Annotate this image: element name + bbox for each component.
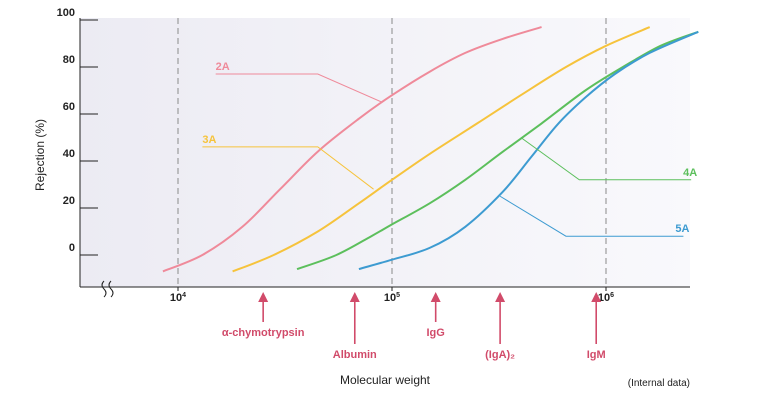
series-label-5a: 5A bbox=[675, 223, 689, 235]
plot-background bbox=[80, 18, 690, 287]
marker-4-label: IgM bbox=[587, 349, 606, 361]
series-line-3a bbox=[232, 26, 651, 273]
x-tick-label-2: 106 bbox=[598, 292, 614, 304]
data-source-note: (Internal data) bbox=[628, 378, 690, 389]
series-label-3a: 3A bbox=[202, 134, 216, 146]
y-tick-label-5: 0 bbox=[69, 242, 75, 254]
marker-2-arrow-icon bbox=[430, 292, 441, 302]
y-tick-label-2: 60 bbox=[63, 101, 75, 113]
x-tick-label-1: 105 bbox=[384, 292, 400, 304]
marker-1-label: Albumin bbox=[333, 349, 377, 361]
series-leader-5a bbox=[499, 195, 684, 237]
series-leader-4a bbox=[520, 137, 692, 181]
y-tick-label-3: 40 bbox=[63, 148, 75, 160]
series-line-2a bbox=[162, 26, 542, 273]
series-leader-3a bbox=[202, 146, 374, 190]
marker-2-label: IgG bbox=[427, 327, 445, 339]
series-line-5a bbox=[358, 30, 699, 271]
series-leader-2a bbox=[215, 73, 383, 103]
marker-3-arrow-icon bbox=[495, 292, 506, 302]
marker-4-arrow-icon bbox=[591, 292, 602, 302]
series-label-4a: 4A bbox=[683, 167, 697, 179]
axis-break-stroke-2 bbox=[108, 280, 114, 298]
marker-3-label: (IgA)₂ bbox=[485, 349, 515, 361]
series-label-2a: 2A bbox=[216, 61, 230, 73]
y-tick-label-0: 100 bbox=[57, 7, 75, 19]
marker-0-arrow-icon bbox=[258, 292, 269, 302]
x-axis-label: Molecular weight bbox=[340, 373, 431, 387]
marker-0-label: α-chymotrypsin bbox=[222, 327, 305, 339]
y-tick-label-4: 20 bbox=[63, 195, 75, 207]
y-tick-label-1: 80 bbox=[63, 54, 75, 66]
x-tick-label-0: 104 bbox=[170, 292, 186, 304]
marker-1-arrow-icon bbox=[349, 292, 360, 302]
series-line-4a bbox=[296, 30, 699, 271]
axis-break-stroke-1 bbox=[101, 280, 107, 298]
y-axis-label: Rejection (%) bbox=[33, 119, 47, 191]
axis-break-icon bbox=[101, 280, 114, 298]
